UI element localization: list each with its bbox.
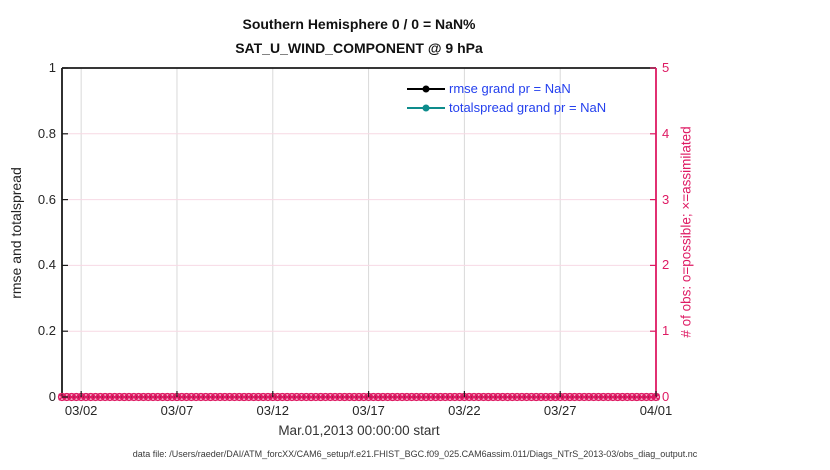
totalspread-marker-icon <box>422 104 430 111</box>
x-tick-label: 03/22 <box>448 403 481 418</box>
left-y-axis-label: rmse and totalspread <box>8 167 24 299</box>
right-y-tick-label: 2 <box>662 257 670 273</box>
x-tick-label: 03/17 <box>352 403 385 418</box>
left-y-tick-label: 0.8 <box>37 125 56 141</box>
x-tick-label: 03/12 <box>256 403 290 418</box>
left-y-tick-label: 0.6 <box>37 191 56 207</box>
x-tick-label: 03/07 <box>160 403 194 418</box>
data-file-path: data file: /Users/raeder/DAI/ATM_forcXX/… <box>132 449 698 459</box>
x-tick-label: 03/02 <box>64 403 98 418</box>
chart-title-line1: Southern Hemisphere 0 / 0 = NaN% <box>242 16 476 32</box>
rmse-marker-icon <box>422 85 430 92</box>
legend-label-totalspread: totalspread grand pr = NaN <box>449 100 607 115</box>
totalspread-line-sample <box>407 104 445 111</box>
left-y-tick-label: 0.4 <box>37 257 56 273</box>
right-y-tick-label: 1 <box>662 323 670 339</box>
legend-item-totalspread: totalspread grand pr = NaN <box>407 98 606 117</box>
right-y-tick-label: 4 <box>662 125 670 141</box>
x-tick-label: 04/01 <box>639 403 673 418</box>
x-tick-label: 03/27 <box>543 403 577 418</box>
right-y-axis-label: # of obs: o=possible; ×=assimilated <box>678 126 694 338</box>
left-y-tick-label: 0.2 <box>37 323 56 339</box>
legend-label-rmse: rmse grand pr = NaN <box>449 81 571 96</box>
right-y-tick-label: 3 <box>662 191 670 207</box>
right-y-tick-label: 0 <box>662 389 670 404</box>
chart-title-line2: SAT_U_WIND_COMPONENT @ 9 hPa <box>235 40 483 56</box>
left-y-tick-label: 1 <box>48 60 56 75</box>
rmse-line-sample <box>407 85 445 92</box>
right-y-tick-label: 5 <box>662 60 670 75</box>
x-axis-label: Mar.01,2013 00:00:00 start <box>278 423 440 438</box>
legend-item-rmse: rmse grand pr = NaN <box>407 79 606 98</box>
left-y-tick-label: 0 <box>48 389 56 404</box>
legend: rmse grand pr = NaN totalspread grand pr… <box>407 79 606 117</box>
